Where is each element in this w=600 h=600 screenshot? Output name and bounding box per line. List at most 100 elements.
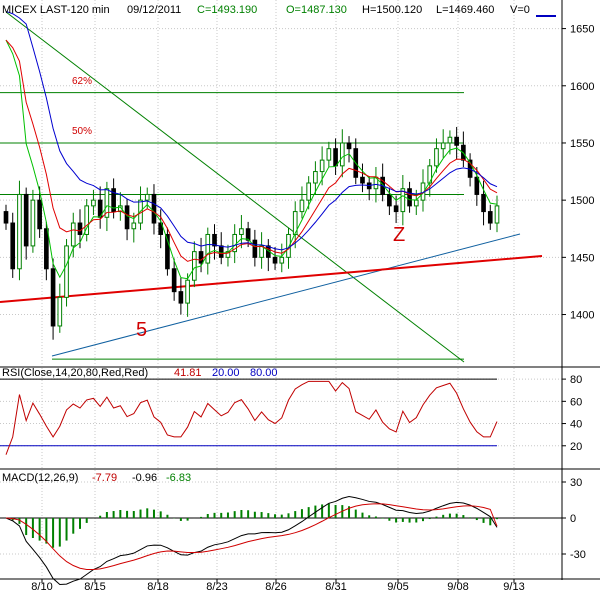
- candle-body: [407, 188, 412, 207]
- red-trend: [0, 255, 543, 303]
- panel-frame: [0, 0, 600, 580]
- header-date: 09/12/2011: [127, 4, 181, 16]
- candle-body: [131, 222, 137, 230]
- candle-body: [165, 233, 170, 270]
- date-tick-label: 9/05: [387, 581, 408, 593]
- macd-value: -7.79: [92, 472, 117, 484]
- wave-z-label: Z: [393, 224, 405, 246]
- date-tick-label: 8/26: [265, 581, 286, 593]
- candle-body: [84, 205, 90, 235]
- ma-fast-line: [5, 39, 498, 280]
- rsi-lower-value: 20.00: [212, 367, 240, 379]
- candle-body: [413, 199, 419, 207]
- header-volume: V=0: [510, 4, 530, 16]
- candle-body: [279, 256, 285, 264]
- rsi-tick-label: 60: [570, 396, 582, 408]
- macd-line: [5, 495, 498, 586]
- macd-signal-value: -6.83: [166, 472, 191, 484]
- price-tick-label: 1500: [570, 195, 594, 207]
- candle-body: [171, 268, 177, 293]
- price-tick-label: 1400: [570, 310, 594, 322]
- candle-body: [151, 193, 157, 224]
- wave-5-label: 5: [136, 319, 147, 341]
- candle-body: [104, 188, 110, 218]
- candle-body: [494, 205, 500, 224]
- candle-body: [124, 205, 130, 230]
- rsi-axis: 20 40 60 80: [562, 374, 582, 453]
- candle-body: [306, 182, 311, 201]
- candle-body: [3, 211, 9, 224]
- candle-body: [454, 136, 459, 146]
- candle-body: [91, 199, 96, 207]
- candle-body: [23, 193, 29, 247]
- candle-body: [17, 193, 22, 270]
- candle-body: [111, 188, 116, 213]
- candle-body: [178, 291, 184, 304]
- header-close: C=1493.190: [197, 4, 257, 16]
- header-high: H=1500.120: [362, 4, 422, 16]
- rsi-line: [5, 380, 498, 455]
- candle-body: [272, 256, 278, 264]
- price-axis: 1400 1450 1500 1550 1600 1650: [562, 24, 594, 322]
- macd-tick-label: -30: [570, 549, 586, 561]
- candle-body: [144, 193, 150, 201]
- candle-body: [319, 159, 325, 173]
- candle-body: [292, 211, 298, 235]
- macd-hist-value: -0.96: [132, 472, 157, 484]
- diagonal-trend: [5, 11, 465, 363]
- header-low: L=1469.460: [436, 4, 494, 16]
- candle-body: [474, 176, 480, 195]
- candle-body: [393, 205, 399, 213]
- header-open: O=1487.130: [286, 4, 347, 16]
- candle-body: [239, 228, 244, 235]
- candle-body: [198, 251, 204, 264]
- candle-body: [252, 239, 258, 258]
- date-axis: 8/10 8/15 8/18 8/23 8/26 8/31 9/05 9/08 9/13: [31, 579, 525, 593]
- header-symbol: MICEX LAST-120 min: [2, 4, 110, 16]
- candle-body: [77, 222, 83, 235]
- candle-body: [333, 148, 338, 167]
- candle-body: [192, 251, 197, 281]
- candle-body: [158, 222, 164, 235]
- candle-body: [245, 228, 251, 241]
- candle-body: [30, 199, 36, 247]
- date-tick-label: 8/31: [325, 581, 346, 593]
- trend-lines: [0, 11, 543, 363]
- candle-body: [339, 142, 345, 167]
- date-tick-label: 8/23: [206, 581, 227, 593]
- date-tick-label: 9/13: [503, 581, 524, 593]
- date-tick-label: 9/08: [447, 581, 468, 593]
- candle-body: [387, 193, 392, 207]
- fib-50-label: 50%: [72, 126, 92, 137]
- ma-mid-line: [5, 39, 498, 262]
- candle-body: [299, 199, 305, 213]
- candle-body: [286, 233, 291, 258]
- rsi-title: RSI(Close,14,20,80,Red,Red): [2, 367, 148, 379]
- candle-body: [400, 188, 406, 213]
- price-tick-label: 1650: [570, 24, 594, 36]
- candle-body: [50, 268, 56, 327]
- main-grid: [0, 0, 562, 366]
- support-trend: [51, 233, 521, 357]
- rsi-plot: [0, 378, 498, 455]
- candle-body: [434, 148, 439, 167]
- rsi-tick-label: 20: [570, 441, 582, 453]
- candle-body: [37, 199, 42, 230]
- rsi-tick-label: 40: [570, 419, 582, 431]
- macd-tick-label: 30: [570, 477, 582, 489]
- candle-body: [218, 245, 224, 258]
- candle-body: [64, 245, 69, 298]
- candle-body: [313, 171, 318, 184]
- macd-plot: [0, 495, 562, 586]
- ma-slow-line: [5, 10, 498, 251]
- fib-62-label: 62%: [72, 76, 92, 87]
- candle-body: [360, 176, 365, 184]
- candle-body: [326, 148, 332, 161]
- candle-body: [57, 296, 63, 327]
- rsi-value: 41.81: [174, 367, 202, 379]
- candle-body: [212, 233, 217, 247]
- macd-axis: 30 0 -30: [562, 477, 586, 561]
- candle-body: [447, 136, 453, 144]
